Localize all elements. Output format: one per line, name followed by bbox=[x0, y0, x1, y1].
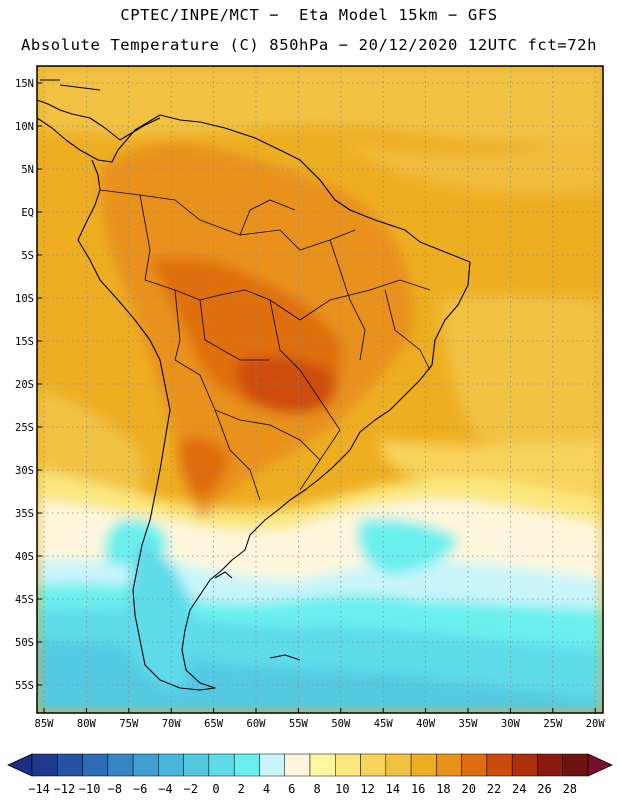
temperature-map: 15N 10N 5N EQ 5S 10S 15S 20S 25S 30S 35S 40S 45S 50S 5… bbox=[0, 0, 618, 800]
colorbar-label: 10 bbox=[335, 782, 349, 796]
colorbar-swatch bbox=[234, 754, 259, 776]
colorbar-swatch bbox=[335, 754, 360, 776]
lat-tick-label: 25S bbox=[15, 422, 34, 434]
colorbar-label: −4 bbox=[158, 782, 172, 796]
colorbar-label: 2 bbox=[238, 782, 245, 796]
lat-tick-label: 5S bbox=[21, 250, 34, 262]
colorbar-label: −12 bbox=[54, 782, 76, 796]
colorbar-label: −2 bbox=[183, 782, 197, 796]
colorbar-swatch bbox=[184, 754, 209, 776]
colorbar-over-arrow bbox=[588, 754, 612, 776]
colorbar-under-arrow bbox=[8, 754, 32, 776]
colorbar-label: 18 bbox=[436, 782, 450, 796]
lon-tick-label: 80W bbox=[77, 718, 97, 730]
lon-tick-label: 30W bbox=[501, 718, 521, 730]
colorbar-swatch bbox=[158, 754, 183, 776]
colorbar-label: 20 bbox=[461, 782, 475, 796]
lon-tick-label: 50W bbox=[331, 718, 351, 730]
colorbar-swatch bbox=[563, 754, 588, 776]
colorbar-label: −6 bbox=[133, 782, 147, 796]
colorbar-swatch bbox=[310, 754, 335, 776]
temperature-field bbox=[37, 66, 603, 713]
colorbar-label: 0 bbox=[212, 782, 219, 796]
lat-tick-label: EQ bbox=[21, 207, 34, 219]
colorbar-swatch bbox=[259, 754, 284, 776]
lon-tick-label: 40W bbox=[416, 718, 436, 730]
colorbar-label: 4 bbox=[263, 782, 270, 796]
lat-tick-label: 50S bbox=[15, 637, 34, 649]
colorbar-label: 6 bbox=[288, 782, 295, 796]
lon-tick-label: 75W bbox=[119, 718, 139, 730]
lon-tick-label: 85W bbox=[35, 718, 55, 730]
colorbar-swatch bbox=[411, 754, 436, 776]
colorbar-label: −14 bbox=[28, 782, 50, 796]
lat-tick-label: 40S bbox=[15, 551, 34, 563]
colorbar-label: 8 bbox=[313, 782, 320, 796]
colorbar-label: 16 bbox=[411, 782, 425, 796]
colorbar-label: 24 bbox=[512, 782, 526, 796]
colorbar-swatch bbox=[512, 754, 537, 776]
colorbar-swatch bbox=[32, 754, 57, 776]
colorbar-swatch bbox=[537, 754, 562, 776]
lat-tick-label: 5N bbox=[21, 164, 34, 176]
lat-tick-label: 15S bbox=[15, 336, 34, 348]
lat-tick-label: 35S bbox=[15, 508, 34, 520]
lon-tick-label: 70W bbox=[162, 718, 182, 730]
lat-tick-label: 10N bbox=[15, 121, 34, 133]
lat-tick-label: 15N bbox=[15, 78, 34, 90]
colorbar-swatch bbox=[487, 754, 512, 776]
lat-tick-label: 45S bbox=[15, 594, 34, 606]
colorbar-labels: −14 −12 −10 −8 −6 −4 −2 0 2 4 6 8 10 12 14 16 18 20 22 24 26… bbox=[28, 782, 577, 796]
colorbar-swatch bbox=[361, 754, 386, 776]
lon-tick-label: 25W bbox=[543, 718, 563, 730]
colorbar-label: −8 bbox=[108, 782, 122, 796]
colorbar-label: −10 bbox=[79, 782, 101, 796]
colorbar-label: 22 bbox=[487, 782, 501, 796]
colorbar-swatch bbox=[436, 754, 461, 776]
colorbar-swatch bbox=[57, 754, 82, 776]
colorbar-label: 28 bbox=[563, 782, 577, 796]
colorbar-swatch bbox=[108, 754, 133, 776]
colorbar-label: 14 bbox=[386, 782, 400, 796]
lon-tick-label: 55W bbox=[289, 718, 309, 730]
lon-tick-label: 45W bbox=[374, 718, 394, 730]
colorbar-swatch bbox=[285, 754, 310, 776]
colorbar-swatch bbox=[133, 754, 158, 776]
lat-tick-label: 55S bbox=[15, 680, 34, 692]
lon-tick-label: 35W bbox=[459, 718, 479, 730]
colorbar-label: 26 bbox=[537, 782, 551, 796]
colorbar bbox=[8, 754, 612, 776]
colorbar-swatch bbox=[83, 754, 108, 776]
lon-tick-label: 60W bbox=[247, 718, 267, 730]
colorbar-swatch bbox=[386, 754, 411, 776]
colorbar-swatch bbox=[462, 754, 487, 776]
lon-tick-label: 65W bbox=[204, 718, 224, 730]
lat-tick-label: 10S bbox=[15, 293, 34, 305]
lat-tick-label: 20S bbox=[15, 379, 34, 391]
lat-tick-label: 30S bbox=[15, 465, 34, 477]
colorbar-swatch bbox=[209, 754, 234, 776]
lon-tick-label: 20W bbox=[586, 718, 606, 730]
colorbar-label: 12 bbox=[360, 782, 374, 796]
